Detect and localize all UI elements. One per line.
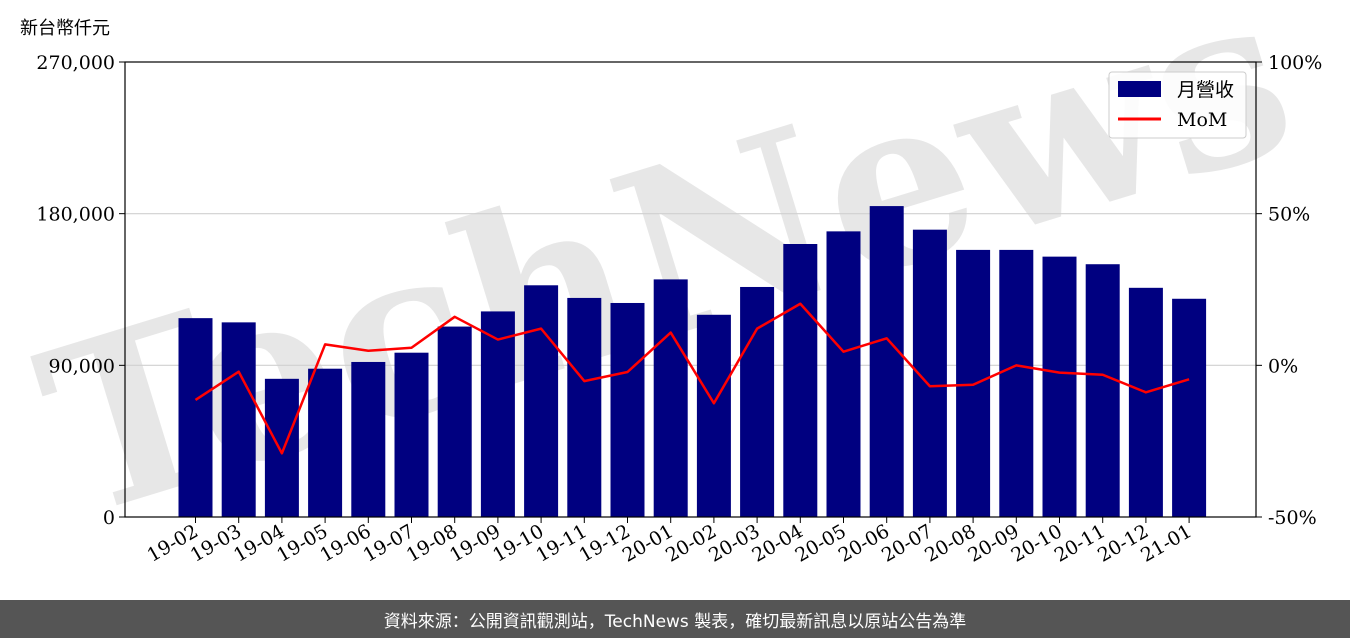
bar-19-03 — [221, 322, 256, 517]
legend-label: MoM — [1177, 109, 1227, 131]
footer-source-note: 資料來源：公開資訊觀測站，TechNews 製表，確切最新訊息以原站公告為準 — [0, 600, 1350, 638]
bar-series — [178, 206, 1207, 518]
left-tick-label: 0 — [103, 507, 115, 529]
bar-20-10 — [1042, 256, 1077, 517]
right-tick-label: -50% — [1268, 507, 1317, 529]
mom-line-series — [194, 302, 1190, 455]
mom-line — [194, 302, 1190, 455]
bar-19-05 — [308, 368, 343, 517]
left-tick-label: 90,000 — [49, 355, 115, 377]
bar-20-11 — [1085, 264, 1120, 517]
bar-21-01 — [1172, 298, 1207, 517]
bar-20-01 — [653, 279, 688, 517]
left-tick-label: 180,000 — [36, 204, 115, 226]
left-y-axis: 0 90,000 180,000 270,000 — [36, 52, 125, 529]
bar-19-04 — [264, 378, 299, 517]
right-y-axis: -50% 0% 50% 100% — [1256, 52, 1322, 529]
right-tick-label: 0% — [1268, 355, 1298, 377]
bar-19-08 — [437, 326, 472, 517]
bar-19-06 — [351, 361, 386, 517]
bar-20-12 — [1128, 287, 1163, 517]
bar-19-12 — [610, 302, 645, 517]
right-tick-label: 50% — [1268, 204, 1310, 226]
plot-frame — [124, 61, 1257, 518]
bar-19-11 — [567, 297, 602, 517]
bar-20-03 — [740, 286, 775, 517]
y-axis-unit-label: 新台幣仟元 — [20, 18, 110, 39]
bar-20-09 — [999, 249, 1034, 518]
bar-20-06 — [869, 206, 904, 518]
legend: 月營收 MoM — [1108, 71, 1247, 139]
bar-19-07 — [394, 352, 429, 517]
bar-20-04 — [783, 244, 818, 517]
legend-label: 月營收 — [1177, 79, 1234, 101]
bar-19-09 — [480, 311, 515, 517]
x-tick-label: 21-01 — [1137, 520, 1195, 566]
legend-swatch-bar — [1118, 81, 1161, 97]
bar-20-05 — [826, 231, 861, 517]
bar-20-02 — [696, 314, 731, 517]
bar-19-10 — [524, 285, 559, 517]
left-tick-label: 270,000 — [36, 52, 115, 74]
x-axis: 19-0219-0319-0419-0519-0619-0719-0819-09… — [144, 517, 1196, 567]
bar-19-02 — [178, 318, 213, 517]
right-tick-label: 100% — [1268, 52, 1322, 74]
